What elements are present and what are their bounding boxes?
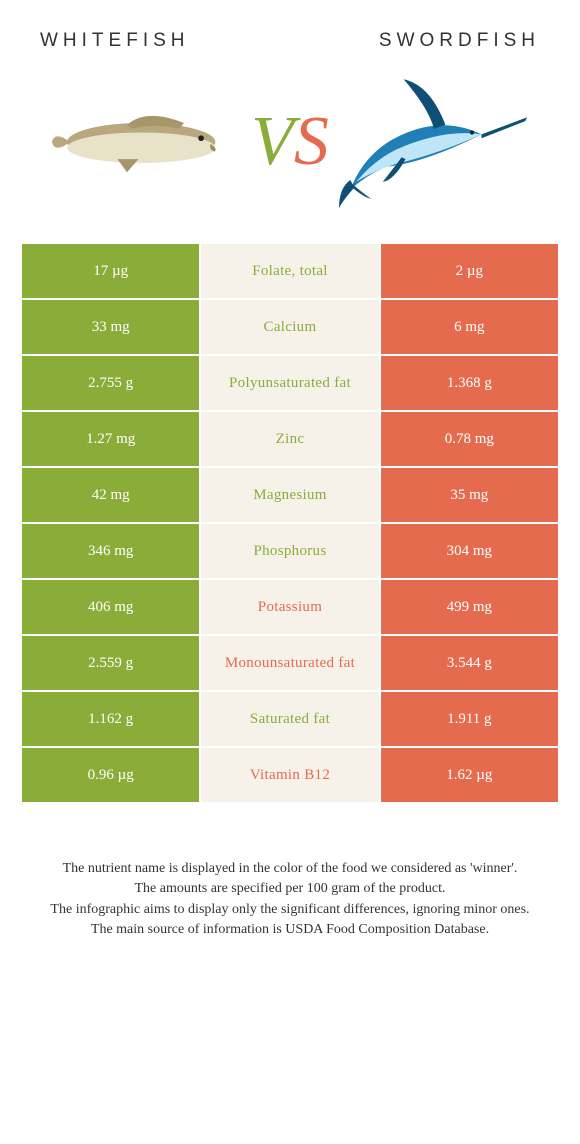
cell-right-value: 3.544 g — [380, 635, 559, 691]
cell-right-value: 1.368 g — [380, 355, 559, 411]
cell-right-value: 499 mg — [380, 579, 559, 635]
cell-left-value: 346 mg — [21, 523, 200, 579]
cell-nutrient-label: Vitamin B12 — [200, 747, 379, 803]
table-row: 33 mgCalcium6 mg — [21, 299, 559, 355]
table-row: 42 mgMagnesium35 mg — [21, 467, 559, 523]
cell-right-value: 304 mg — [380, 523, 559, 579]
footnotes: The nutrient name is displayed in the co… — [0, 804, 580, 960]
cell-right-value: 35 mg — [380, 467, 559, 523]
cell-nutrient-label: Saturated fat — [200, 691, 379, 747]
cell-left-value: 42 mg — [21, 467, 200, 523]
swordfish-image — [339, 72, 529, 212]
cell-right-value: 1.911 g — [380, 691, 559, 747]
table-row: 1.27 mgZinc0.78 mg — [21, 411, 559, 467]
cell-nutrient-label: Polyunsaturated fat — [200, 355, 379, 411]
table-row: 0.96 µgVitamin B121.62 µg — [21, 747, 559, 803]
table-row: 406 mgPotassium499 mg — [21, 579, 559, 635]
vs-s: S — [294, 102, 329, 182]
vs-v: V — [251, 102, 294, 182]
header: WHITEFISH SWORDFISH — [0, 0, 580, 62]
cell-left-value: 33 mg — [21, 299, 200, 355]
cell-nutrient-label: Phosphorus — [200, 523, 379, 579]
cell-left-value: 1.162 g — [21, 691, 200, 747]
cell-nutrient-label: Monounsaturated fat — [200, 635, 379, 691]
footnote-line: The amounts are specified per 100 gram o… — [35, 879, 545, 899]
title-left: WHITEFISH — [40, 30, 190, 52]
cell-right-value: 6 mg — [380, 299, 559, 355]
cell-left-value: 2.559 g — [21, 635, 200, 691]
hero: VS — [0, 62, 580, 242]
table-row: 1.162 gSaturated fat1.911 g — [21, 691, 559, 747]
cell-right-value: 0.78 mg — [380, 411, 559, 467]
footnote-line: The nutrient name is displayed in the co… — [35, 859, 545, 879]
table-row: 2.559 gMonounsaturated fat3.544 g — [21, 635, 559, 691]
footnote-line: The infographic aims to display only the… — [35, 900, 545, 920]
cell-left-value: 1.27 mg — [21, 411, 200, 467]
table-row: 346 mgPhosphorus304 mg — [21, 523, 559, 579]
table-row: 17 µgFolate, total2 µg — [21, 243, 559, 299]
cell-left-value: 0.96 µg — [21, 747, 200, 803]
nutrient-table: 17 µgFolate, total2 µg33 mgCalcium6 mg2.… — [20, 242, 560, 804]
cell-nutrient-label: Zinc — [200, 411, 379, 467]
whitefish-image — [51, 72, 241, 212]
cell-left-value: 17 µg — [21, 243, 200, 299]
cell-nutrient-label: Magnesium — [200, 467, 379, 523]
cell-nutrient-label: Potassium — [200, 579, 379, 635]
cell-left-value: 406 mg — [21, 579, 200, 635]
cell-left-value: 2.755 g — [21, 355, 200, 411]
cell-nutrient-label: Calcium — [200, 299, 379, 355]
footnote-line: The main source of information is USDA F… — [35, 920, 545, 940]
table-row: 2.755 gPolyunsaturated fat1.368 g — [21, 355, 559, 411]
cell-nutrient-label: Folate, total — [200, 243, 379, 299]
cell-right-value: 2 µg — [380, 243, 559, 299]
title-right: SWORDFISH — [379, 30, 540, 52]
vs-label: VS — [251, 102, 329, 182]
cell-right-value: 1.62 µg — [380, 747, 559, 803]
